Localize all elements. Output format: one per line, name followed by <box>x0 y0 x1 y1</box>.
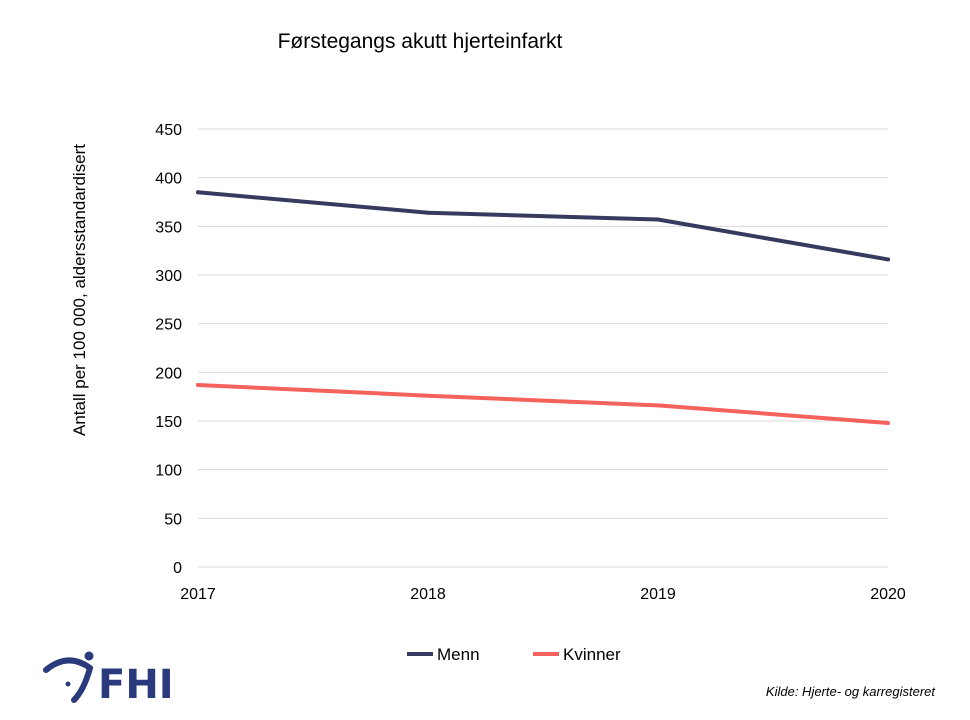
x-tick-label: 2018 <box>410 586 446 603</box>
data-point-kvinner <box>886 420 890 425</box>
series-group <box>196 190 890 425</box>
fhi-logo-mark-icon <box>43 651 94 703</box>
data-point-menn <box>886 257 890 262</box>
chart-title: Førstegangs akutt hjerteinfarkt <box>278 30 563 53</box>
series-line-kvinner <box>196 382 890 425</box>
data-point-kvinner <box>426 393 430 398</box>
y-tick-label: 300 <box>155 268 182 285</box>
x-tick-label: 2019 <box>640 586 676 603</box>
legend-label-kvinner: Kvinner <box>563 645 621 664</box>
y-tick-label: 100 <box>155 463 182 480</box>
y-tick-label: 250 <box>155 317 182 334</box>
data-point-kvinner <box>196 382 200 387</box>
data-point-menn <box>426 210 430 215</box>
data-point-menn <box>656 217 660 222</box>
x-axis-ticks: 2017 2018 2019 2020 <box>180 586 906 603</box>
legend-label-menn: Menn <box>437 645 480 664</box>
data-point-kvinner <box>656 403 660 408</box>
y-tick-label: 200 <box>155 365 182 382</box>
data-point-menn <box>196 190 200 195</box>
y-tick-label: 50 <box>164 511 182 528</box>
y-tick-label: 400 <box>155 171 182 188</box>
y-tick-label: 450 <box>155 122 182 139</box>
grid <box>198 128 888 519</box>
y-tick-label: 150 <box>155 414 182 431</box>
series-line-menn <box>196 190 890 262</box>
fhi-logo-text: FHI <box>98 662 174 708</box>
y-axis-ticks: 0 50 100 150 200 250 300 350 400 450 <box>155 122 182 577</box>
fhi-logo: FHI <box>43 651 174 708</box>
y-axis-label: Antall per 100 000, aldersstandardisert <box>70 144 89 436</box>
x-tick-label: 2017 <box>180 586 216 603</box>
x-tick-label: 2020 <box>870 586 906 603</box>
y-tick-label: 0 <box>173 560 182 577</box>
source-note: Kilde: Hjerte- og karregisteret <box>766 684 936 699</box>
y-tick-label: 350 <box>155 219 182 236</box>
legend: Menn Kvinner <box>407 645 621 664</box>
